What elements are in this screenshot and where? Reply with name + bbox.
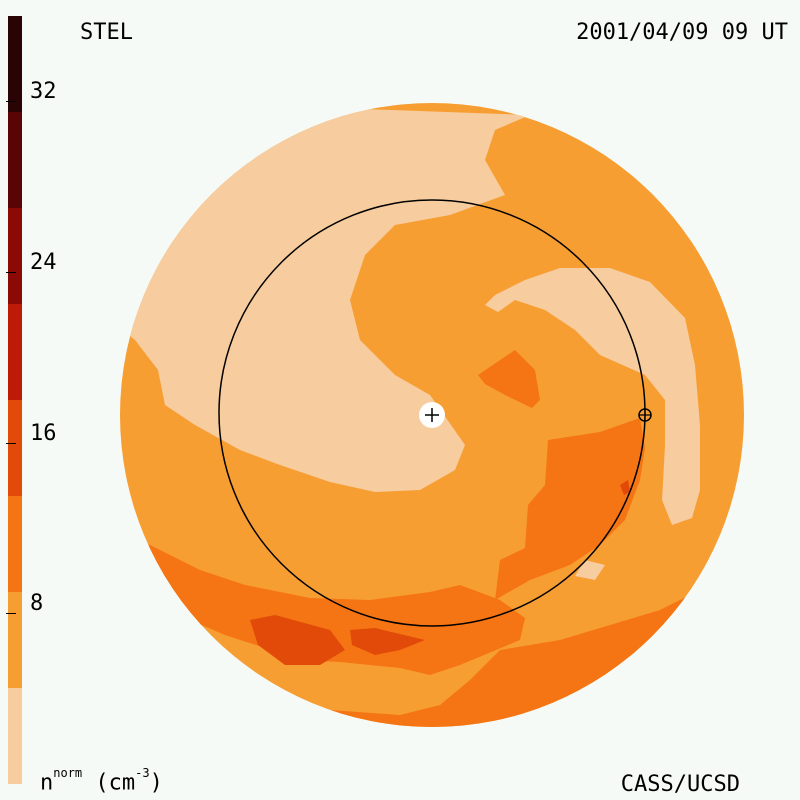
colorbar-tick-label: 16: [30, 420, 57, 446]
colorbar-tick-label: 32: [30, 79, 57, 105]
colorbar-tick: [6, 272, 16, 273]
colorbar-band: [8, 16, 22, 112]
earth-icon: [638, 408, 652, 422]
colorbar-tick: [6, 101, 16, 103]
colorbar-tick: [6, 613, 16, 615]
colorbar-band: [8, 592, 22, 688]
credit-label: CASS/UCSD: [620, 772, 740, 797]
region-low-west: [120, 103, 530, 492]
region-high-center: [478, 350, 540, 408]
region-high-east: [495, 418, 645, 600]
region-higher-3: [620, 480, 630, 495]
datetime-label: 2001/04/09 09 UT: [576, 20, 788, 45]
colorbar-band: [8, 304, 22, 400]
colorbar: [8, 16, 22, 784]
colorbar-tick-label: 8: [30, 591, 44, 617]
units-label: nnorm (cm-3): [40, 765, 163, 795]
region-low-east: [485, 268, 700, 525]
colorbar-band: [8, 496, 22, 592]
colorbar-tick-label: 24: [30, 250, 57, 275]
colorbar-band: [8, 400, 22, 496]
colorbar-tick: [6, 442, 16, 444]
region-higher-1: [250, 615, 345, 665]
colorbar-band: [8, 112, 22, 208]
region-low-south: [575, 560, 605, 580]
colorbar-band: [8, 208, 22, 304]
region-higher-2: [350, 628, 425, 655]
sun-marker: [419, 402, 445, 428]
instrument-label: STEL: [80, 20, 133, 45]
colorbar-band: [8, 688, 22, 784]
